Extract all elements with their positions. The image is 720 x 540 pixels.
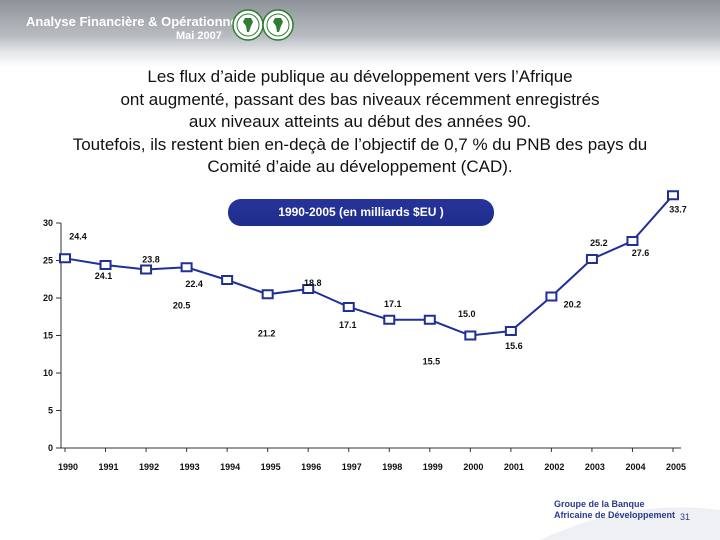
data-point: [99, 260, 112, 270]
x-tick-label: 1998: [382, 462, 402, 472]
data-label: 15.6: [505, 341, 523, 351]
x-tick-label: 1997: [342, 462, 362, 472]
data-label: 20.2: [564, 300, 582, 310]
header-date: Mai 2007: [176, 30, 222, 42]
footer-org-line2: Africaine de Développement: [554, 510, 676, 520]
data-label: 33.7: [669, 204, 687, 214]
x-tick-label: 2005: [666, 462, 686, 472]
chart-title: 1990-2005 (en milliards $EU ): [228, 199, 494, 226]
footer-org-line1: Groupe de la Banque: [554, 499, 645, 509]
x-tick-label: 1992: [139, 462, 159, 472]
y-tick-label: 5: [48, 406, 53, 416]
footer-swoosh: [540, 507, 720, 540]
x-tick-label: 2002: [544, 462, 564, 472]
x-tick-label: 2004: [625, 462, 645, 472]
data-point: [302, 284, 315, 294]
data-label: 17.1: [339, 320, 357, 330]
data-label: 23.8: [142, 255, 160, 265]
intro-line: Toutefois, ils restent bien en-deçà de l…: [72, 134, 648, 154]
y-tick-label: 15: [43, 331, 53, 341]
data-point: [585, 254, 598, 264]
x-tick-label: 1991: [99, 462, 119, 472]
data-label: 22.4: [185, 279, 203, 289]
page-number: 31: [680, 512, 691, 522]
data-point: [667, 190, 679, 201]
x-tick-label: 1999: [423, 462, 443, 472]
data-point: [464, 330, 477, 341]
data-label: 17.1: [384, 299, 402, 309]
data-point: [180, 262, 193, 273]
data-label: 15.0: [458, 309, 476, 319]
y-tick-label: 10: [43, 368, 53, 378]
data-point: [342, 302, 355, 312]
data-label: 27.6: [632, 248, 650, 258]
data-point: [383, 314, 396, 325]
data-point: [545, 291, 558, 302]
header-bar: [0, 0, 720, 52]
data-point: [626, 236, 639, 246]
afdb-logo-icon: [262, 9, 294, 41]
data-point: [140, 264, 153, 275]
intro-text: Les flux d’aide publique au développemen…: [0, 66, 720, 179]
y-tick-label: 0: [48, 443, 53, 453]
data-label: 24.1: [95, 271, 113, 281]
data-label: 24.4: [69, 231, 87, 241]
x-tick-label: 2003: [585, 462, 605, 472]
x-tick-label: 1996: [301, 462, 321, 472]
data-label: 25.2: [590, 238, 608, 248]
data-label: 21.2: [258, 328, 276, 338]
series-line: [64, 194, 674, 337]
data-point: [423, 314, 436, 325]
intro-line: ont augmenté, passant des bas niveaux ré…: [120, 89, 600, 109]
x-tick-label: 1990: [58, 462, 78, 472]
intro-line: Comité d’aide au développement (CAD).: [207, 157, 513, 176]
header-fade: [0, 52, 720, 66]
intro-line: Les flux d’aide publique au développemen…: [147, 67, 573, 86]
footer-org: Groupe de la Banque Africaine de Dévelop…: [554, 499, 675, 521]
x-tick-label: 2001: [504, 462, 524, 472]
data-point: [221, 275, 234, 285]
data-point: [504, 326, 517, 336]
y-tick-label: 20: [43, 293, 53, 303]
data-point: [261, 289, 274, 300]
y-tick-label: 25: [43, 256, 53, 266]
data-label: 18.8: [304, 278, 322, 288]
x-tick-label: 1995: [261, 462, 281, 472]
data-label: 20.5: [173, 300, 191, 310]
header-title: Analyse Financière & Opérationnelle: [26, 14, 253, 29]
x-tick-label: 1994: [220, 462, 240, 472]
data-label: 15.5: [423, 357, 441, 367]
y-tick-label: 30: [43, 218, 53, 228]
intro-line: aux niveaux atteints au début des années…: [188, 112, 532, 131]
data-point: [59, 253, 71, 264]
x-tick-label: 2000: [463, 462, 483, 472]
x-tick-label: 1993: [180, 462, 200, 472]
